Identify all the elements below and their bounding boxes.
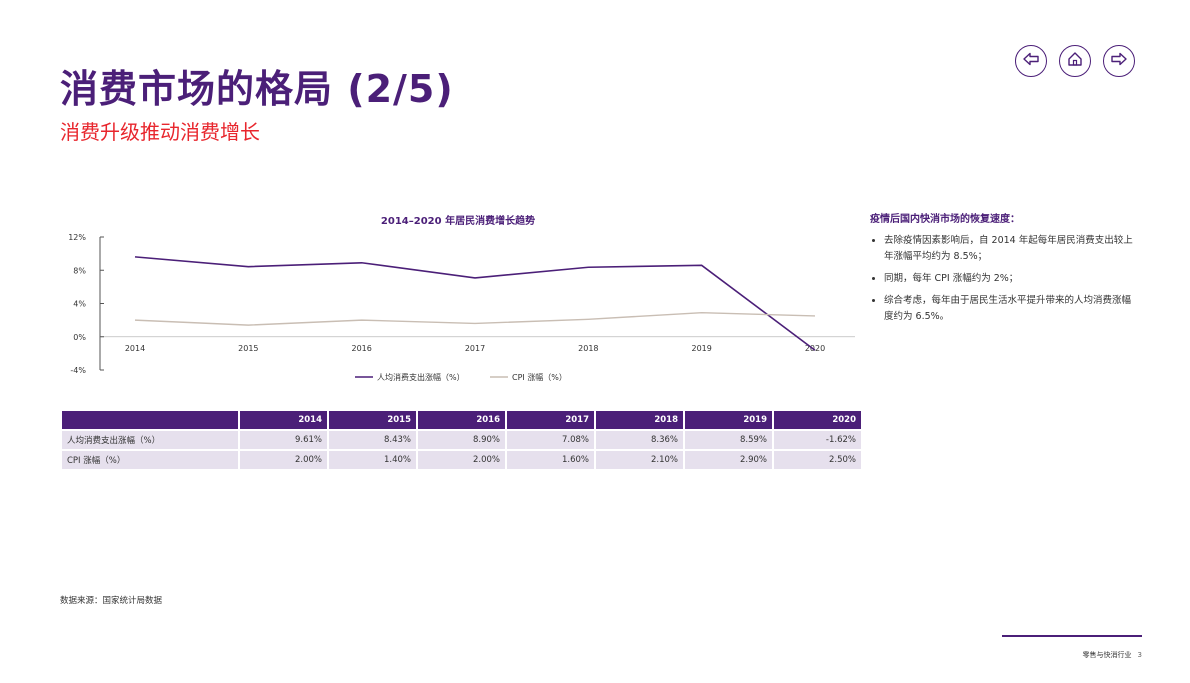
table-header-cell: 2015 — [329, 411, 416, 429]
footer-divider — [1002, 635, 1142, 637]
insight-bullet: 同期，每年 CPI 涨幅约为 2%； — [884, 271, 1140, 287]
x-tick-label: 2017 — [465, 344, 485, 353]
x-tick-label: 2014 — [125, 344, 145, 353]
table-cell: 8.43% — [329, 431, 416, 449]
x-tick-label: 2020 — [805, 344, 825, 353]
data-table: 2014 2015 2016 2017 2018 2019 2020 人均消费支… — [60, 409, 863, 471]
table-cell: -1.62% — [774, 431, 861, 449]
next-button[interactable] — [1103, 45, 1135, 77]
table-header-cell: 2014 — [240, 411, 327, 429]
home-button[interactable] — [1059, 45, 1091, 77]
table-cell: 2.90% — [685, 451, 772, 469]
table-cell: 8.90% — [418, 431, 505, 449]
x-tick-label: 2019 — [691, 344, 711, 353]
table-cell: 8.36% — [596, 431, 683, 449]
table-header-cell — [62, 411, 238, 429]
table-row-label: CPI 涨幅（%） — [62, 451, 238, 469]
y-tick-label: 12% — [68, 233, 86, 242]
y-tick-label: -4% — [70, 366, 86, 375]
y-tick-label: 0% — [73, 333, 86, 342]
x-tick-label: 2018 — [578, 344, 598, 353]
table-cell: 1.40% — [329, 451, 416, 469]
table-cell: 7.08% — [507, 431, 594, 449]
footer-label: 零售与快消行业 — [1082, 651, 1132, 659]
chart-title: 2014–2020 年居民消费增长趋势 — [380, 216, 536, 227]
table-row: 人均消费支出涨幅（%） 9.61% 8.43% 8.90% 7.08% 8.36… — [62, 431, 861, 449]
insight-panel: 疫情后国内快消市场的恢复速度： 去除疫情因素影响后，自 2014 年起每年居民消… — [870, 210, 1140, 331]
nav-controls — [1015, 45, 1135, 77]
page-number: 3 — [1137, 651, 1142, 659]
table-cell: 1.60% — [507, 451, 594, 469]
data-source: 数据来源：国家统计局数据 — [60, 596, 163, 606]
table-cell: 2.50% — [774, 451, 861, 469]
home-icon — [1065, 49, 1085, 73]
x-tick-label: 2015 — [238, 344, 258, 353]
prev-button[interactable] — [1015, 45, 1047, 77]
table-header-cell: 2018 — [596, 411, 683, 429]
arrow-right-icon — [1109, 49, 1129, 73]
table-cell: 2.00% — [418, 451, 505, 469]
line-chart: 12% 8% 4% 0% -4% 2014 2015 2016 2017 2018 2019 2020… — [68, 233, 855, 382]
table-cell: 2.00% — [240, 451, 327, 469]
y-tick-label: 4% — [73, 300, 86, 309]
table-row: CPI 涨幅（%） 2.00% 1.40% 2.00% 1.60% 2.10% … — [62, 451, 861, 469]
arrow-left-icon — [1021, 49, 1041, 73]
legend-label: 人均消费支出涨幅（%） — [377, 372, 465, 382]
table-header-row: 2014 2015 2016 2017 2018 2019 2020 — [62, 411, 861, 429]
table-row-label: 人均消费支出涨幅（%） — [62, 431, 238, 449]
series-line-cpi — [134, 311, 816, 326]
table-header-cell: 2017 — [507, 411, 594, 429]
page-subtitle: 消费升级推动消费增长 — [60, 120, 260, 144]
table-cell: 9.61% — [240, 431, 327, 449]
insight-bullet: 去除疫情因素影响后，自 2014 年起每年居民消费支出较上年涨幅平均约为 8.5… — [884, 233, 1140, 265]
insight-title: 疫情后国内快消市场的恢复速度： — [870, 214, 1020, 225]
insight-list: 去除疫情因素影响后，自 2014 年起每年居民消费支出较上年涨幅平均约为 8.5… — [870, 233, 1140, 325]
legend-label: CPI 涨幅（%） — [512, 372, 567, 382]
table-header-cell: 2016 — [418, 411, 505, 429]
page-title: 消费市场的格局 (2/5) — [60, 67, 454, 111]
insight-bullet: 综合考虑，每年由于居民生活水平提升带来的人均消费涨幅度约为 6.5%。 — [884, 293, 1140, 325]
series-line-consumption — [134, 256, 816, 351]
footer: 零售与快消行业 3 — [1002, 650, 1142, 660]
table-cell: 2.10% — [596, 451, 683, 469]
table-header-cell: 2020 — [774, 411, 861, 429]
x-tick-label: 2016 — [351, 344, 371, 353]
table-cell: 8.59% — [685, 431, 772, 449]
table-header-cell: 2019 — [685, 411, 772, 429]
y-tick-label: 8% — [73, 266, 86, 275]
